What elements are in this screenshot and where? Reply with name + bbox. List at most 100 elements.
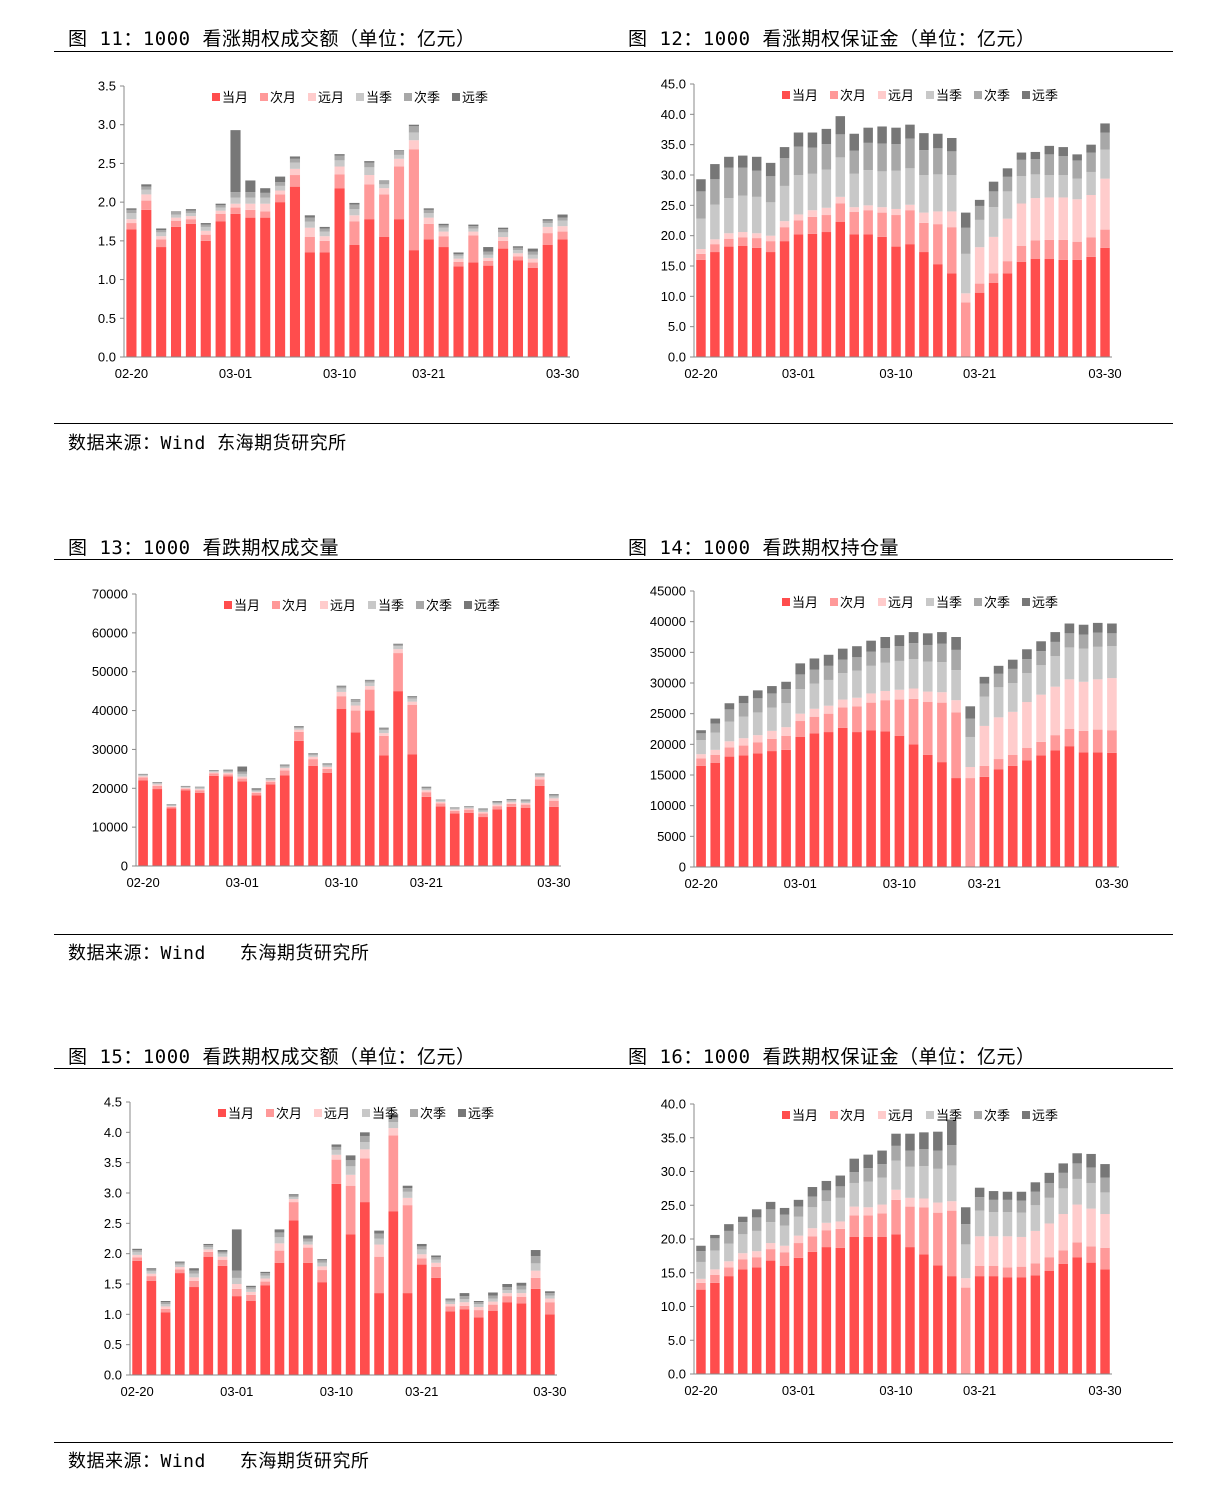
bar-segment <box>160 1304 171 1307</box>
x-tick-label: 03-30 <box>533 1384 566 1399</box>
bar-segment <box>821 207 832 216</box>
bar-segment <box>795 689 806 714</box>
bar-segment <box>922 644 933 662</box>
bar-segment <box>988 1191 999 1200</box>
bar-segment <box>379 730 389 734</box>
bar-segment <box>459 1305 470 1310</box>
bar-segment <box>251 795 262 866</box>
bar-segment <box>393 644 403 647</box>
bar-segment <box>765 1222 776 1244</box>
bar-segment <box>1036 641 1046 652</box>
bar-segment <box>132 1251 142 1255</box>
bar-segment <box>527 267 538 357</box>
bar-segment <box>1078 624 1089 635</box>
column-gap <box>614 60 615 1442</box>
legend-label: 次季 <box>426 598 452 614</box>
bar-segment <box>919 222 929 253</box>
bar-segment <box>265 781 276 785</box>
bar-segment <box>289 158 301 163</box>
bar-segment <box>793 1243 804 1258</box>
bar-segment <box>781 727 791 736</box>
bar-segment <box>821 169 832 208</box>
bar-segment <box>835 116 846 135</box>
bar-segment <box>710 723 721 733</box>
bar-segment <box>345 1234 356 1375</box>
bar-segment <box>1100 123 1110 133</box>
y-tick-label: 35.0 <box>661 137 686 152</box>
bar-segment <box>1044 175 1055 198</box>
bar-segment <box>767 730 777 739</box>
bar-segment <box>1100 149 1110 179</box>
x-tick-label: 03-10 <box>883 876 916 891</box>
bar-segment <box>138 780 148 866</box>
bar-segment <box>922 691 933 703</box>
y-tick-label: 35000 <box>650 645 686 660</box>
bar-segment <box>1078 634 1089 649</box>
x-tick-label: 03-21 <box>968 876 1001 891</box>
bar-segment <box>304 221 315 228</box>
bar-segment <box>174 1261 185 1263</box>
bar-segment <box>738 745 749 756</box>
bar-segment <box>974 292 985 357</box>
bar-segment <box>423 239 434 357</box>
bar-segment <box>360 1142 370 1150</box>
bar-segment <box>863 210 873 235</box>
bar-segment <box>478 817 488 866</box>
bar-segment <box>438 231 449 237</box>
bar-segment <box>696 733 706 741</box>
bar-segment <box>304 227 315 237</box>
bar-segment <box>209 772 219 774</box>
bar-segment <box>230 197 241 204</box>
bar-segment <box>435 803 446 807</box>
bar-segment <box>696 730 706 734</box>
bar-segment <box>152 785 163 790</box>
legend-swatch <box>926 1111 934 1119</box>
bar-segment <box>185 209 196 211</box>
bar-segment <box>974 247 985 284</box>
bar-segment <box>388 1135 399 1212</box>
bar-segment <box>449 810 460 814</box>
bar-segment <box>170 220 182 227</box>
bar-segment <box>765 1209 776 1223</box>
bar-segment <box>379 180 390 182</box>
bar-segment <box>947 1165 957 1202</box>
bar-segment <box>1030 151 1041 160</box>
bar-segment <box>1058 197 1068 240</box>
bar-segment <box>215 213 226 222</box>
bar-segment <box>379 181 390 185</box>
bar-segment <box>905 210 915 245</box>
bar-segment <box>217 1256 228 1260</box>
bar-segment <box>807 1187 818 1197</box>
bar-segment <box>231 1288 242 1297</box>
y-tick-label: 0.0 <box>98 350 116 365</box>
bar-segment <box>1016 1266 1027 1278</box>
bar-segment <box>319 226 330 229</box>
bar-segment <box>835 203 846 222</box>
legend-swatch <box>1022 1111 1030 1119</box>
bar-segment <box>431 1257 441 1260</box>
bar-segment <box>793 1206 804 1217</box>
bar-segment <box>407 696 418 699</box>
bar-segment <box>421 787 432 789</box>
bar-segment <box>174 1273 185 1375</box>
bar-segment <box>319 252 330 357</box>
divider <box>54 1068 1173 1069</box>
bar-segment <box>449 807 460 809</box>
bar-segment <box>960 302 971 357</box>
bar-segment <box>530 1270 541 1278</box>
bar-segment <box>965 778 976 867</box>
bar-segment <box>364 167 375 176</box>
bar-segment <box>1044 1182 1055 1198</box>
bar-segment <box>960 253 971 294</box>
bar-segment <box>483 251 494 255</box>
bar-segment <box>933 1212 943 1266</box>
bar-segment <box>492 803 503 805</box>
bar-segment <box>751 1251 762 1258</box>
bar-segment <box>724 1243 734 1262</box>
bar-segment <box>988 1199 999 1212</box>
bar-segment <box>933 148 943 175</box>
bar-segment <box>374 1238 384 1245</box>
bar-segment <box>1086 1182 1096 1209</box>
bar-segment <box>1050 686 1061 736</box>
bar-segment <box>322 766 333 769</box>
